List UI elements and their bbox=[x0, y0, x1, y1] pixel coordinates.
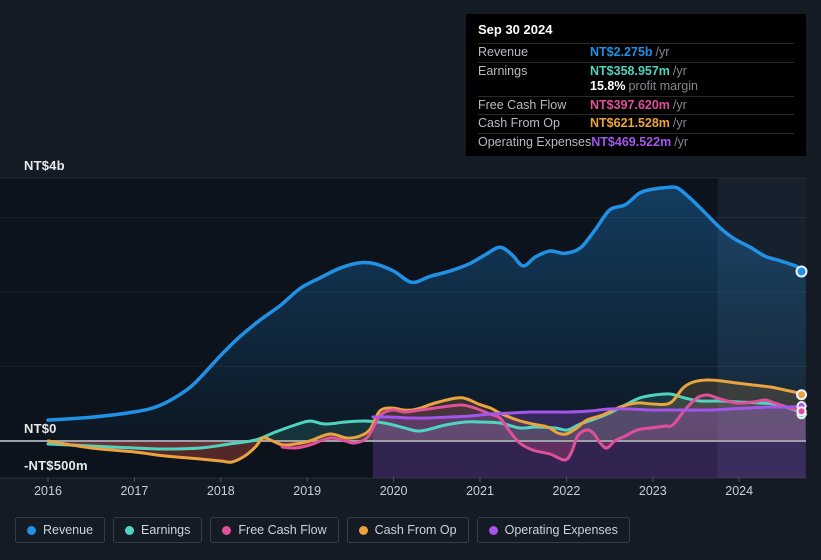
x-axis-label: 2023 bbox=[630, 484, 676, 498]
tooltip-label: Operating Expenses bbox=[478, 135, 591, 151]
tooltip-value: NT$397.620m bbox=[590, 98, 670, 112]
legend-label: Free Cash Flow bbox=[238, 523, 326, 537]
cash-from-op-series-dot-icon bbox=[359, 526, 368, 535]
tooltip-label: Cash From Op bbox=[478, 116, 590, 132]
legend-label: Revenue bbox=[43, 523, 93, 537]
y-axis-label-zero: NT$0 bbox=[24, 422, 57, 436]
x-axis-label: 2017 bbox=[111, 484, 157, 498]
tooltip-value: NT$358.957m bbox=[590, 64, 670, 78]
legend-label: Operating Expenses bbox=[505, 523, 618, 537]
tooltip-label: Earnings bbox=[478, 64, 590, 80]
x-axis-label: 2021 bbox=[457, 484, 503, 498]
earnings-series-dot-icon bbox=[125, 526, 134, 535]
x-axis-label: 2016 bbox=[25, 484, 71, 498]
tooltip-row-free-cash-flow: Free Cash Flow NT$397.620m/yr bbox=[478, 96, 794, 115]
tooltip-date: Sep 30 2024 bbox=[478, 14, 794, 43]
tooltip-row-revenue: Revenue NT$2.275b/yr bbox=[478, 43, 794, 62]
tooltip-row-operating-expenses: Operating Expenses NT$469.522m/yr bbox=[478, 133, 794, 152]
legend-item-revenue[interactable]: Revenue bbox=[15, 517, 105, 543]
tooltip-suffix: /yr bbox=[674, 135, 688, 149]
legend-item-operating-expenses[interactable]: Operating Expenses bbox=[477, 517, 630, 543]
legend-label: Cash From Op bbox=[375, 523, 457, 537]
x-axis-label: 2020 bbox=[371, 484, 417, 498]
tooltip-suffix: /yr bbox=[673, 98, 687, 112]
legend-label: Earnings bbox=[141, 523, 190, 537]
tooltip-suffix: /yr bbox=[673, 64, 687, 78]
profit-margin-label: profit margin bbox=[628, 79, 697, 93]
chart-legend: Revenue Earnings Free Cash Flow Cash Fro… bbox=[15, 517, 630, 543]
operating-expenses-series-dot-icon bbox=[489, 526, 498, 535]
legend-item-earnings[interactable]: Earnings bbox=[113, 517, 202, 543]
tooltip-value: NT$469.522m bbox=[591, 135, 671, 149]
chart-tooltip: Sep 30 2024 Revenue NT$2.275b/yr Earning… bbox=[466, 14, 806, 156]
tooltip-suffix: /yr bbox=[673, 116, 687, 130]
tooltip-suffix: /yr bbox=[656, 45, 670, 59]
profit-margin-value: 15.8% bbox=[590, 79, 625, 93]
tooltip-row-earnings: Earnings NT$358.957m/yr 15.8%profit marg… bbox=[478, 62, 794, 96]
tooltip-label: Revenue bbox=[478, 45, 590, 61]
financial-history-widget: { "tooltip": { "date": "Sep 30 2024", "r… bbox=[0, 0, 821, 560]
free-cash-flow-series-dot-icon bbox=[222, 526, 231, 535]
x-axis-label: 2022 bbox=[543, 484, 589, 498]
legend-item-cash-from-op[interactable]: Cash From Op bbox=[347, 517, 469, 543]
legend-item-free-cash-flow[interactable]: Free Cash Flow bbox=[210, 517, 338, 543]
tooltip-value: NT$621.528m bbox=[590, 116, 670, 130]
tooltip-row-cash-from-op: Cash From Op NT$621.528m/yr bbox=[478, 114, 794, 133]
x-axis-label: 2018 bbox=[198, 484, 244, 498]
x-axis-label: 2024 bbox=[716, 484, 762, 498]
tooltip-value: NT$2.275b bbox=[590, 45, 653, 59]
tooltip-label: Free Cash Flow bbox=[478, 98, 590, 114]
y-axis-label-max: NT$4b bbox=[24, 159, 65, 173]
revenue-series-dot-icon bbox=[27, 526, 36, 535]
x-axis-label: 2019 bbox=[284, 484, 330, 498]
y-axis-label-min: -NT$500m bbox=[24, 459, 88, 473]
